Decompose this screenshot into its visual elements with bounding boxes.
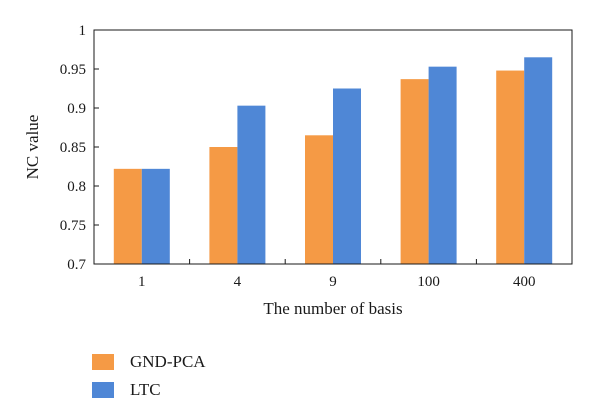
bar-ltc-9 [333, 88, 361, 264]
bar-gnd-pca-4 [209, 147, 238, 264]
bar-ltc-100 [428, 66, 457, 264]
y-tick-label: 0.9 [67, 101, 86, 117]
x-axis-ticks: 1 4 9 100 400 [138, 259, 535, 290]
bar-gnd-pca-400 [496, 70, 525, 264]
bar-gnd-pca-100 [400, 79, 429, 264]
legend-item-ltc: LTC [92, 376, 206, 404]
x-tick-label: 1 [138, 274, 146, 290]
legend-label-ltc: LTC [130, 380, 161, 399]
legend-swatch-gnd-pca [92, 354, 114, 370]
plot-frame [93, 29, 573, 265]
legend-swatch-ltc [92, 382, 114, 398]
x-axis-title: The number of basis [263, 299, 402, 318]
x-tick-label: 9 [329, 274, 337, 290]
bar-ltc-4 [237, 105, 266, 264]
bar-ltc-400 [524, 57, 553, 264]
x-tick-label: 4 [234, 274, 242, 290]
y-tick-label: 1 [79, 23, 87, 39]
y-tick-label: 0.85 [60, 140, 86, 156]
legend: GND-PCA LTC [92, 348, 206, 404]
bar-gnd-pca-1 [113, 168, 142, 264]
y-tick-label: 0.8 [67, 179, 86, 195]
legend-item-gnd-pca: GND-PCA [92, 348, 206, 376]
bars-group [113, 57, 553, 264]
y-axis-title: NC value [23, 115, 42, 180]
y-tick-label: 0.75 [60, 218, 86, 234]
y-axis-ticks: 0.7 0.75 0.8 0.85 0.9 0.95 1 [60, 23, 99, 273]
legend-label-gnd-pca: GND-PCA [130, 352, 206, 371]
y-tick-label: 0.7 [67, 257, 86, 273]
y-tick-label: 0.95 [60, 62, 86, 78]
bar-gnd-pca-9 [305, 135, 333, 264]
x-tick-label: 100 [417, 274, 440, 290]
bar-ltc-1 [141, 168, 170, 264]
x-tick-label: 400 [513, 274, 536, 290]
